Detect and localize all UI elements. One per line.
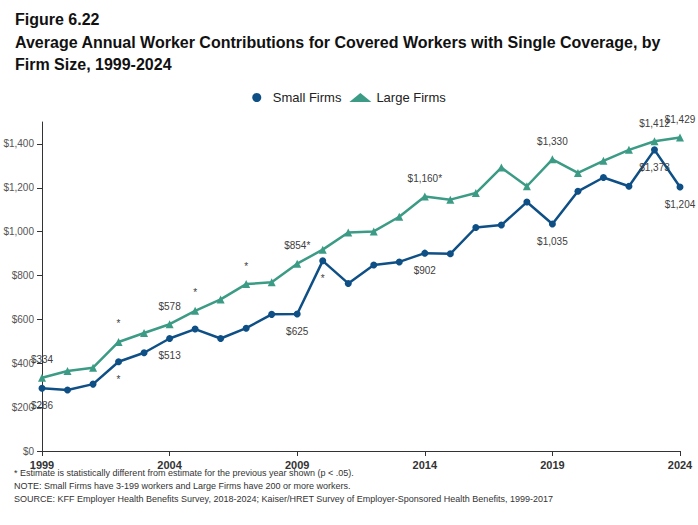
svg-text:*: * (117, 318, 121, 329)
svg-text:*: * (117, 374, 121, 385)
svg-text:*: * (244, 261, 248, 272)
svg-text:*: * (193, 287, 197, 298)
svg-text:Firm Size, 1999-2024: Firm Size, 1999-2024 (15, 56, 172, 73)
svg-text:1999: 1999 (30, 459, 54, 471)
svg-text:$1,035: $1,035 (537, 236, 568, 247)
svg-text:Small Firms: Small Firms (273, 90, 342, 105)
svg-text:$800: $800 (12, 270, 35, 281)
svg-text:$0: $0 (23, 446, 35, 457)
svg-text:$334: $334 (31, 354, 54, 365)
svg-text:$1,160*: $1,160* (408, 173, 443, 184)
svg-text:$578: $578 (158, 301, 181, 312)
svg-text:Large Firms: Large Firms (376, 90, 446, 105)
svg-text:$1,000: $1,000 (3, 226, 34, 237)
svg-text:$625: $625 (286, 326, 309, 337)
svg-text:Figure 6.22: Figure 6.22 (15, 11, 100, 28)
svg-text:$902: $902 (414, 265, 437, 276)
svg-text:2004: 2004 (157, 459, 182, 471)
svg-text:2009: 2009 (285, 459, 309, 471)
svg-text:SOURCE: KFF Employer Health Be: SOURCE: KFF Employer Health Benefits Sur… (14, 494, 553, 504)
svg-text:2014: 2014 (413, 459, 438, 471)
svg-text:$513: $513 (158, 350, 181, 361)
svg-text:$1,373: $1,373 (639, 162, 670, 173)
svg-text:$200: $200 (11, 401, 34, 413)
svg-text:2024: 2024 (668, 459, 693, 471)
svg-text:Average Annual Worker Contribu: Average Annual Worker Contributions for … (15, 34, 665, 51)
svg-text:$1,330: $1,330 (537, 136, 568, 147)
svg-text:$1,400: $1,400 (3, 138, 34, 149)
svg-text:$600: $600 (12, 314, 35, 325)
svg-text:$286: $286 (31, 400, 54, 411)
svg-text:*: * (321, 273, 325, 284)
svg-text:$854*: $854* (284, 240, 310, 251)
svg-text:2019: 2019 (540, 459, 564, 471)
svg-text:$1,429: $1,429 (665, 114, 696, 125)
svg-text:$1,412: $1,412 (639, 117, 670, 129)
svg-text:$1,204: $1,204 (665, 199, 696, 210)
svg-text:NOTE: Small Firms have 3-199 w: NOTE: Small Firms have 3-199 workers and… (14, 481, 351, 491)
svg-text:$1,200: $1,200 (3, 182, 34, 193)
svg-text:* Estimate is statistically di: * Estimate is statistically different fr… (14, 467, 354, 478)
svg-text:$400: $400 (11, 357, 34, 369)
